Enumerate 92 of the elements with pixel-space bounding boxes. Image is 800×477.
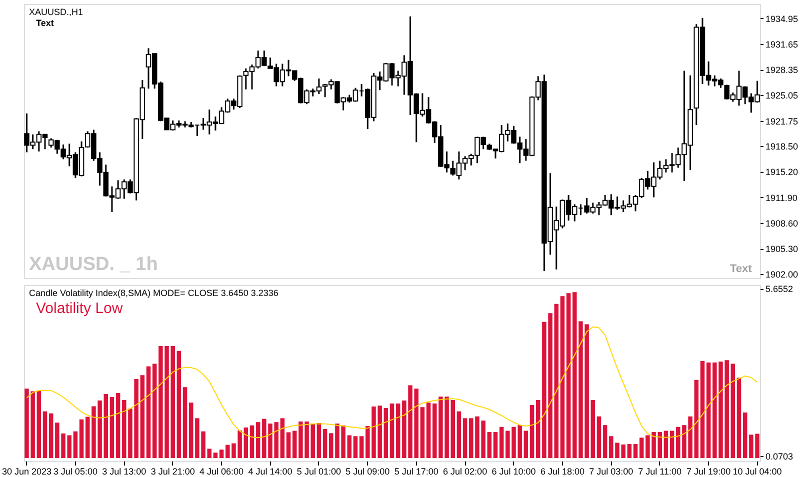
x-tick-label: 3 Jul 13:00 [102,466,146,476]
bar [432,404,437,458]
x-tick-label: 3 Jul 21:00 [150,466,195,476]
x-tick-label: 5 Jul 17:00 [394,466,438,476]
x-tick-label: 7 Jul 03:00 [589,466,634,476]
y-tick-label: 1902.00 [766,270,798,280]
bar [110,396,114,458]
bar [322,428,328,458]
y-tick-label: 5.6552 [766,284,794,294]
bar [426,402,431,458]
bar [639,438,644,458]
bar [256,422,260,458]
bar [292,430,297,458]
x-tick-label: 30 Jun 2023 [2,466,52,476]
y-tick-label: 1921.75 [766,116,798,126]
bar [730,364,736,458]
y-tick-label: 1934.95 [766,14,798,24]
bar [664,430,668,458]
bar [152,364,157,458]
y-tick-label: 1908.60 [766,218,798,228]
bar [188,402,194,458]
bar [602,425,608,458]
bar [390,404,394,458]
y-tick-label: 1915.20 [766,167,798,178]
bar [219,450,224,458]
x-tick-label: 10 Jul 04:00 [732,466,782,476]
bar [79,419,84,458]
x-tick-label: 3 Jul 05:00 [53,466,98,476]
x-tick-label: 6 Jul 18:00 [540,466,584,476]
bar [353,436,358,458]
y-tick-label: 1918.50 [766,142,798,152]
bar [146,366,151,458]
bar [140,375,145,458]
chart-title: XAUUSD.,H1 [29,7,84,17]
x-tick-label: 5 Jul 09:00 [346,466,390,476]
bar [633,444,638,458]
bar [85,416,90,458]
x-tick-label: 6 Jul 02:00 [443,466,488,476]
x-tick-label: 7 Jul 11:00 [638,466,682,476]
bar [250,425,254,458]
bar [487,432,492,458]
x-tick-label: 6 Jul 10:00 [492,466,536,476]
bar [280,418,285,458]
bar [560,296,565,458]
bar [176,350,182,458]
bar [73,431,78,458]
bar [244,427,248,458]
y-tick-label: 1928.35 [766,65,798,76]
bar [694,380,699,458]
chart-title: Candle Volatility Index(8,SMA) MODE= CLOSE 3.6450 3.2336 [29,288,278,298]
x-tick-label: 7 Jul 19:00 [686,466,731,476]
bar [48,413,54,458]
bar [627,444,632,458]
bar [42,411,48,458]
bar [396,404,400,458]
bar [499,426,504,458]
annotation: Text [36,18,54,28]
bar [530,405,534,458]
bar [456,411,462,458]
y-tick-label: 1925.05 [766,90,798,101]
y-tick-label: 1931.65 [766,39,798,50]
bar [116,393,120,458]
bar [384,408,388,458]
line-series [26,326,758,438]
bar [566,293,571,458]
bar [590,400,596,458]
x-tick-label: 4 Jul 14:00 [248,466,292,476]
bar [347,435,352,458]
bar [596,416,602,458]
bar [493,432,498,458]
bar [286,432,291,458]
bar [213,452,218,458]
bar [670,430,674,458]
bar [359,436,364,458]
y-tick-label: 1905.30 [766,244,798,254]
bar [36,390,42,458]
bar [706,362,711,458]
bar [736,378,742,458]
bar [700,361,705,458]
bar [462,418,468,458]
bar [420,407,425,458]
bar [742,412,748,458]
bar [182,387,188,458]
bar [524,430,528,458]
annotation: Text [730,263,752,275]
annotation: Volatility Low [36,300,123,317]
x-tick-label: 4 Jul 06:00 [200,466,244,476]
y-tick-label: 1911.90 [766,192,798,203]
y-tick-label: 0.0703 [766,451,794,462]
x-tick-label: 5 Jul 01:00 [296,466,341,476]
bar [536,400,540,458]
bar [316,422,322,458]
